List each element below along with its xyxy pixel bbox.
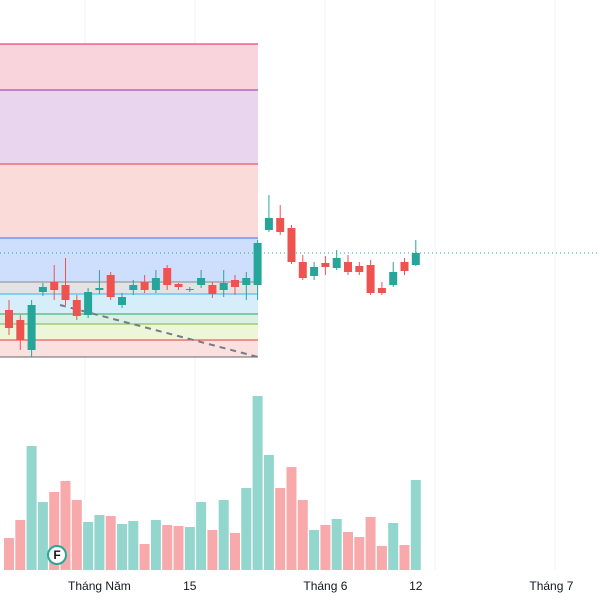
volume-bar: [150, 520, 161, 570]
volume-bar: [162, 525, 173, 570]
event-marker: [47, 545, 67, 565]
volume-bar: [173, 526, 184, 570]
candle-body: [253, 243, 262, 285]
candle-body: [84, 292, 93, 315]
candle-body: [310, 267, 319, 276]
volume-bar: [49, 492, 60, 570]
candle-body: [321, 263, 330, 267]
candle-body: [129, 285, 138, 290]
candle-body: [50, 282, 59, 290]
volume-bar: [309, 530, 320, 570]
volume-bar: [60, 481, 71, 570]
candle-body: [344, 262, 352, 272]
candle-body: [174, 284, 183, 287]
volume-bar: [388, 523, 399, 570]
volume-bar: [354, 537, 365, 570]
candle-body: [355, 266, 364, 272]
volume-bar: [410, 480, 421, 570]
volume-bar: [83, 522, 94, 570]
volume-bar: [94, 515, 105, 570]
volume-bar: [263, 455, 274, 570]
candle-body: [231, 280, 239, 287]
x-tick-label: Tháng 7: [529, 579, 573, 593]
volume-bar: [105, 516, 116, 570]
x-tick-label: 15: [183, 579, 197, 593]
volume-bar: [26, 446, 37, 570]
candle-body: [242, 278, 251, 285]
volume-bar: [365, 517, 376, 570]
candle-body: [287, 228, 296, 262]
candle-body: [264, 218, 273, 230]
volume-bar: [320, 525, 331, 570]
volume-bar: [241, 488, 252, 570]
candle-body: [61, 285, 70, 300]
volume-bar: [230, 533, 240, 570]
volume-bar: [218, 500, 229, 570]
volume-bar: [252, 396, 263, 570]
candle-body: [208, 285, 217, 294]
candle-body: [219, 283, 228, 290]
candle-body: [298, 262, 307, 278]
candle-body: [185, 289, 194, 290]
event-marker-label: F: [53, 548, 60, 562]
volume-bar: [399, 545, 410, 570]
x-axis: Tháng Năm 15 Tháng 6 12 Tháng 7: [0, 570, 600, 600]
candle-body: [276, 218, 285, 232]
volume-bar: [196, 502, 207, 570]
volume-bar: [15, 520, 26, 570]
volume-bar: [37, 502, 48, 570]
volume-bar: [128, 521, 139, 570]
volume-bar: [331, 519, 342, 570]
candle-body: [377, 288, 386, 293]
volume-bar: [275, 488, 286, 570]
volume-bar: [376, 546, 387, 570]
x-tick-label: Tháng 6: [303, 579, 347, 593]
candle-body: [118, 297, 126, 305]
candles: F: [0, 195, 600, 565]
candle-body: [106, 275, 115, 297]
candle-body: [400, 262, 409, 271]
candle-body: [95, 288, 104, 290]
volume-bar: [117, 524, 127, 570]
candle-body: [332, 258, 341, 268]
volume-bar: [184, 527, 195, 570]
volume-bar: [139, 544, 150, 570]
candle-body: [366, 265, 375, 293]
volume-pane: [4, 396, 421, 570]
candle-body: [38, 287, 47, 292]
candle-body: [5, 310, 13, 328]
candle-body: [151, 278, 160, 290]
volume-bar: [297, 500, 308, 570]
axis-bg: [0, 570, 600, 600]
volume-bar: [207, 530, 218, 570]
candle-body: [197, 278, 206, 285]
candle-body: [411, 253, 420, 265]
candle-body: [163, 268, 172, 285]
x-tick-label: 12: [409, 579, 423, 593]
volume-bar: [71, 500, 82, 570]
candle-body: [27, 305, 36, 350]
fibonacci-retracement: [0, 43, 259, 358]
candle-body: [72, 300, 81, 316]
candle-body: [389, 272, 398, 285]
candle-body: [140, 282, 149, 290]
volume-bar: [4, 538, 14, 570]
candle-body: [16, 320, 25, 340]
x-tick-label: Tháng Năm: [68, 579, 131, 593]
volume-bar: [343, 532, 353, 570]
volume-bar: [286, 467, 297, 570]
